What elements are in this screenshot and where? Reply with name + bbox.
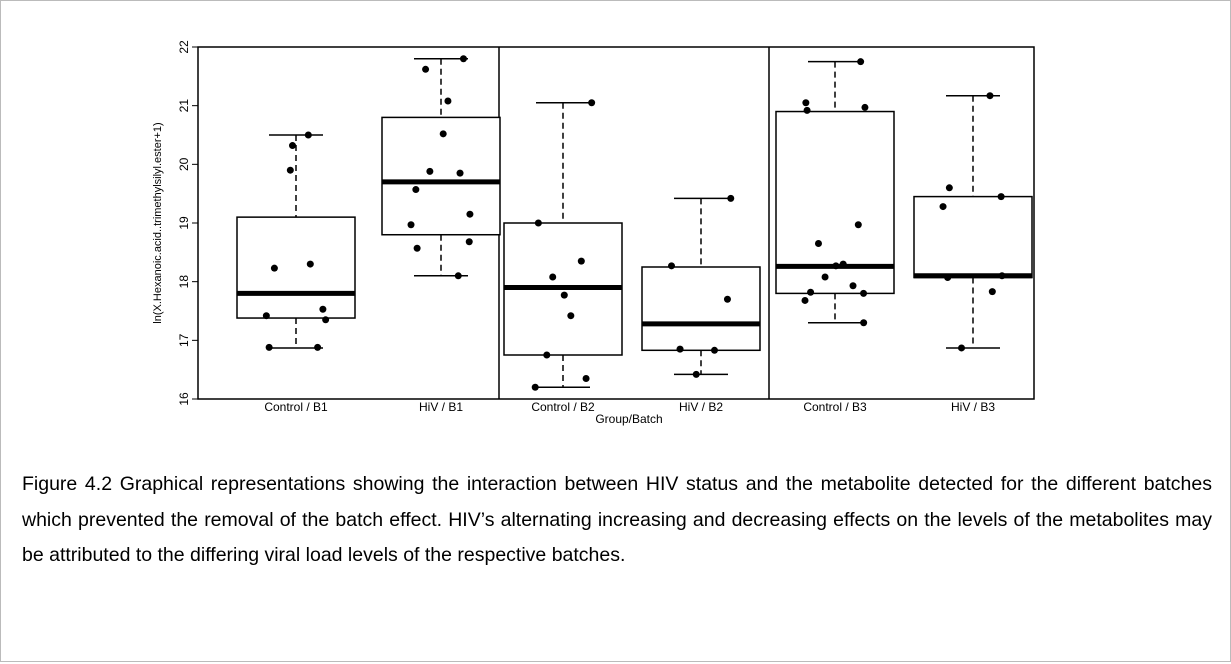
data-point <box>407 221 415 229</box>
data-point <box>459 55 467 63</box>
data-point <box>803 106 811 114</box>
data-point <box>832 262 840 270</box>
data-point <box>422 65 430 73</box>
data-point <box>560 291 568 299</box>
data-point <box>814 240 822 248</box>
data-point <box>588 99 596 107</box>
data-point <box>821 273 829 281</box>
data-point <box>466 210 474 218</box>
data-point <box>676 345 684 353</box>
data-point <box>582 374 590 382</box>
data-point <box>807 288 815 296</box>
data-point <box>534 219 542 227</box>
data-point <box>426 167 434 175</box>
data-point <box>289 142 297 150</box>
data-point <box>945 184 953 192</box>
data-point <box>801 296 809 304</box>
y-tick-label: 17 <box>177 333 191 347</box>
data-point <box>567 312 575 320</box>
data-point <box>322 316 330 324</box>
data-point <box>723 295 731 303</box>
y-tick-label: 16 <box>177 392 191 406</box>
y-tick-label: 19 <box>177 216 191 230</box>
y-tick-label: 22 <box>177 40 191 54</box>
data-point <box>939 203 947 211</box>
x-tick-label: HiV / B2 <box>679 400 723 414</box>
box <box>913 195 1033 279</box>
data-point <box>456 169 464 177</box>
data-point <box>861 103 869 111</box>
data-point <box>543 351 551 359</box>
x-tick-label: HiV / B3 <box>951 400 995 414</box>
data-point <box>306 260 314 268</box>
box <box>641 266 761 352</box>
data-point <box>944 274 952 282</box>
data-point <box>454 272 462 280</box>
data-point <box>444 97 452 105</box>
x-tick-label: Control / B3 <box>803 400 867 414</box>
x-axis-label: Group/Batch <box>595 412 662 426</box>
data-point <box>802 99 810 107</box>
data-point <box>839 260 847 268</box>
box <box>381 116 501 236</box>
data-point <box>439 130 447 138</box>
data-point <box>265 343 273 351</box>
data-point <box>710 346 718 354</box>
data-point <box>668 262 676 270</box>
data-point <box>314 343 322 351</box>
y-tick-label: 21 <box>177 99 191 113</box>
data-point <box>958 344 966 352</box>
data-point <box>727 194 735 202</box>
data-point <box>692 370 700 378</box>
y-tick-label: 18 <box>177 275 191 289</box>
data-point <box>412 186 420 194</box>
data-point <box>465 238 473 246</box>
caption: Figure 4.2 Graphical representations sho… <box>22 473 1212 566</box>
data-point <box>413 244 421 252</box>
data-point <box>860 319 868 327</box>
data-point <box>304 131 312 139</box>
data-point <box>986 92 994 100</box>
x-tick-label: HiV / B1 <box>419 400 463 414</box>
x-tick-label: Control / B2 <box>531 400 595 414</box>
data-point <box>286 166 294 174</box>
data-point <box>531 383 539 391</box>
data-point <box>860 289 868 297</box>
y-tick-label: 20 <box>177 157 191 171</box>
data-point <box>549 273 557 281</box>
data-point <box>262 312 270 320</box>
data-point <box>577 257 585 265</box>
data-point <box>857 58 865 66</box>
data-point <box>854 221 862 229</box>
y-axis-label: ln(X.Hexanoic.acid..trimethylsilyl.ester… <box>152 122 164 323</box>
data-point <box>997 193 1005 201</box>
chart: Group/Batch ln(X.Hexanoic.acid..trimethy… <box>152 40 1035 426</box>
data-point <box>988 288 996 296</box>
data-point <box>319 305 327 313</box>
data-point <box>998 272 1006 280</box>
data-point <box>849 282 857 290</box>
box <box>236 216 356 319</box>
data-point <box>270 264 278 272</box>
x-tick-label: Control / B1 <box>264 400 328 414</box>
